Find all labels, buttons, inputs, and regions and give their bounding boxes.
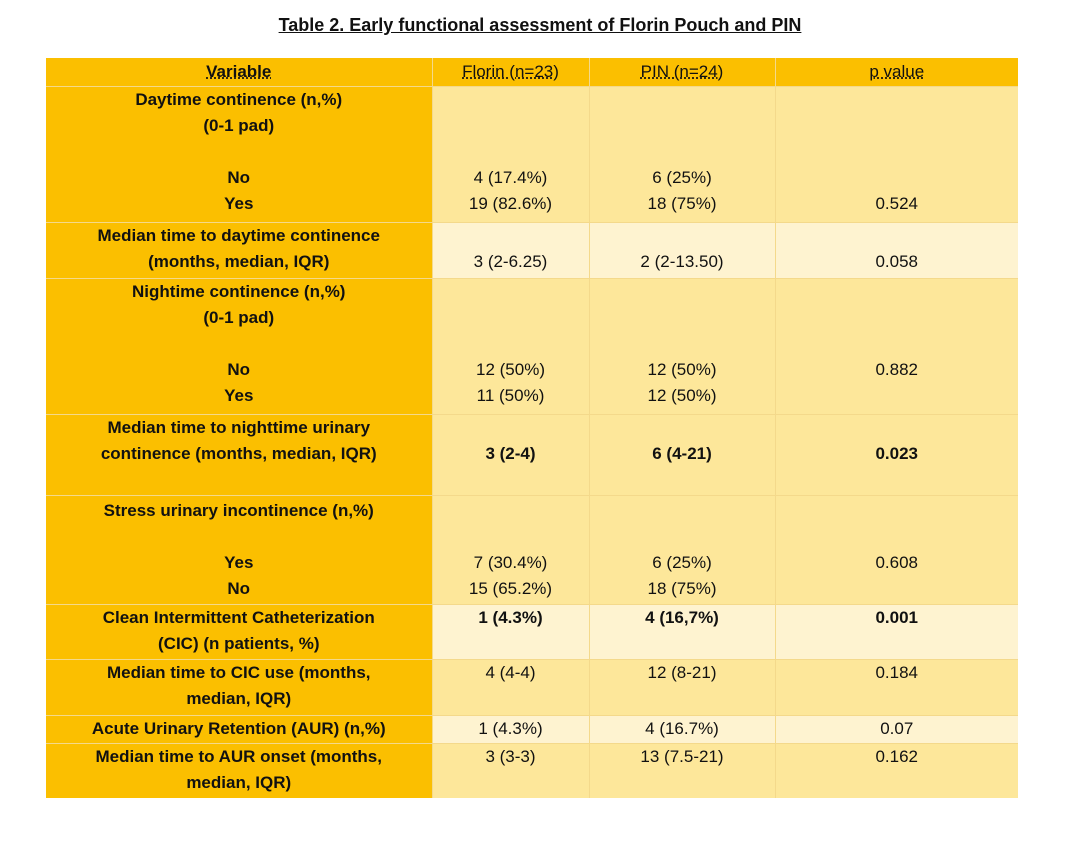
p-value-cell: 0.07	[775, 715, 1018, 744]
p-value-cell: 0.608	[775, 495, 1018, 605]
p-value-cell: 0.058	[775, 222, 1018, 279]
florin-cell: 3 (2-4)	[432, 414, 590, 496]
table-row: Daytime continence (n,%) (0-1 pad) No Ye…	[46, 86, 1018, 223]
header-row: Variable Florin (n=23) PIN (n=24) p valu…	[46, 58, 1018, 87]
pin-cell: 12 (50%) 12 (50%)	[589, 278, 776, 415]
table-row: Median time to nighttime urinary contine…	[46, 414, 1018, 496]
pin-cell: 12 (8-21)	[589, 659, 776, 716]
florin-cell: 3 (3-3)	[432, 743, 590, 798]
p-value-cell: 0.023	[775, 414, 1018, 496]
variable-cell: Median time to nighttime urinary contine…	[46, 414, 433, 496]
variable-cell: Median time to CIC use (months, median, …	[46, 659, 433, 716]
variable-cell: Acute Urinary Retention (AUR) (n,%)	[46, 715, 433, 744]
p-value-cell: 0.001	[775, 604, 1018, 660]
table-row: Median time to AUR onset (months, median…	[46, 743, 1018, 798]
pin-cell: 6 (4-21)	[589, 414, 776, 496]
table-row: Clean Intermittent Catheterization (CIC)…	[46, 604, 1018, 660]
header-florin: Florin (n=23)	[432, 58, 590, 87]
table-row: Median time to daytime continence (month…	[46, 222, 1018, 279]
florin-cell: 1 (4.3%)	[432, 604, 590, 660]
variable-cell: Nightime continence (n,%) (0-1 pad) No Y…	[46, 278, 433, 415]
variable-cell: Clean Intermittent Catheterization (CIC)…	[46, 604, 433, 660]
florin-cell: 4 (4-4)	[432, 659, 590, 716]
pin-cell: 4 (16.7%)	[589, 715, 776, 744]
pin-cell: 6 (25%) 18 (75%)	[589, 86, 776, 223]
p-value-cell: 0.184	[775, 659, 1018, 716]
florin-cell: 7 (30.4%) 15 (65.2%)	[432, 495, 590, 605]
florin-cell: 4 (17.4%) 19 (82.6%)	[432, 86, 590, 223]
header-p-value: p value	[775, 58, 1018, 87]
header-variable: Variable	[46, 58, 433, 87]
table-row: Stress urinary incontinence (n,%) Yes No…	[46, 495, 1018, 605]
pin-cell: 4 (16,7%)	[589, 604, 776, 660]
florin-cell: 3 (2-6.25)	[432, 222, 590, 279]
assessment-table: Variable Florin (n=23) PIN (n=24) p valu…	[46, 58, 1018, 798]
table-row: Median time to CIC use (months, median, …	[46, 659, 1018, 716]
variable-cell: Daytime continence (n,%) (0-1 pad) No Ye…	[46, 86, 433, 223]
p-value-cell: 0.882	[775, 278, 1018, 415]
pin-cell: 13 (7.5-21)	[589, 743, 776, 798]
table-row: Nightime continence (n,%) (0-1 pad) No Y…	[46, 278, 1018, 415]
pin-cell: 6 (25%) 18 (75%)	[589, 495, 776, 605]
table-row: Acute Urinary Retention (AUR) (n,%) 1 (4…	[46, 715, 1018, 744]
table-title: Table 2. Early functional assessment of …	[278, 15, 802, 35]
variable-cell: Median time to daytime continence (month…	[46, 222, 433, 279]
florin-cell: 12 (50%) 11 (50%)	[432, 278, 590, 415]
variable-cell: Median time to AUR onset (months, median…	[46, 743, 433, 798]
p-value-cell: 0.524	[775, 86, 1018, 223]
header-pin: PIN (n=24)	[589, 58, 776, 87]
p-value-cell: 0.162	[775, 743, 1018, 798]
variable-cell: Stress urinary incontinence (n,%) Yes No	[46, 495, 433, 605]
florin-cell: 1 (4.3%)	[432, 715, 590, 744]
pin-cell: 2 (2-13.50)	[589, 222, 776, 279]
